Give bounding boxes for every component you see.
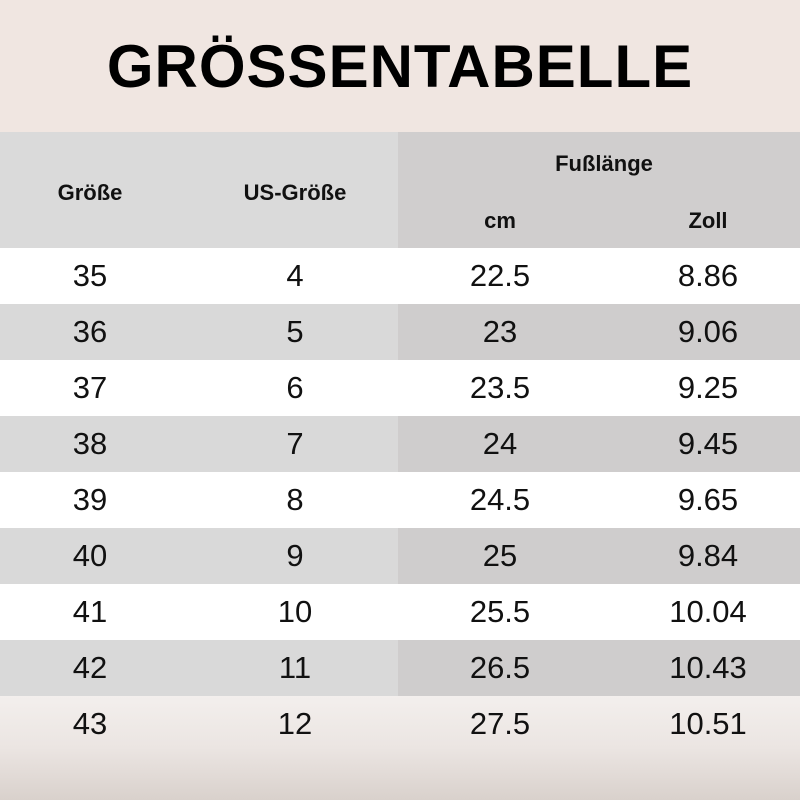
cell-us-size: 6	[286, 370, 304, 405]
cell-us-size: 7	[286, 426, 304, 461]
cell-size: 38	[72, 426, 108, 461]
cell-us-size: 12	[277, 706, 313, 741]
cell-size: 39	[72, 482, 108, 517]
cell-inch: 8.86	[677, 258, 739, 293]
cell-size: 40	[72, 538, 108, 573]
cell-us-size: 8	[286, 482, 304, 517]
table-row: 43 12 27.5 10.51	[0, 696, 800, 752]
header-foot-length: Fußlänge	[555, 151, 653, 176]
page-title: GRÖSSENTABELLE	[0, 0, 800, 132]
cell-inch: 9.65	[677, 482, 739, 517]
cell-cm: 27.5	[469, 706, 531, 741]
table-row: 36 5 23 9.06	[0, 304, 800, 360]
table-row: 39 8 24.5 9.65	[0, 472, 800, 528]
cell-cm: 22.5	[469, 258, 531, 293]
table-row: 41 10 25.5 10.04	[0, 584, 800, 640]
cell-inch: 9.06	[677, 314, 739, 349]
header-us-size: US-Größe	[243, 180, 347, 205]
cell-us-size: 5	[286, 314, 304, 349]
cell-cm: 24	[482, 426, 518, 461]
header-size: Größe	[57, 180, 123, 205]
cell-cm: 26.5	[469, 650, 531, 685]
cell-size: 41	[72, 594, 108, 629]
cell-us-size: 10	[277, 594, 313, 629]
cell-cm: 25.5	[469, 594, 531, 629]
cell-cm: 23	[482, 314, 518, 349]
cell-size: 43	[72, 706, 108, 741]
cell-us-size: 11	[278, 650, 312, 685]
header-right: Fußlänge cm Zoll	[398, 132, 800, 248]
cell-inch: 9.84	[677, 538, 739, 573]
cell-inch: 10.51	[669, 706, 747, 741]
header-inch: Zoll	[688, 208, 728, 233]
table-row: 38 7 24 9.45	[0, 416, 800, 472]
table-row: 42 11 26.5 10.43	[0, 640, 800, 696]
cell-size: 35	[72, 258, 108, 293]
cell-size: 36	[72, 314, 108, 349]
header-cm: cm	[484, 208, 516, 233]
table-row: 35 4 22.5 8.86	[0, 248, 800, 304]
bottom-band	[0, 696, 800, 800]
table-row: 37 6 23.5 9.25	[0, 360, 800, 416]
cell-inch: 10.43	[669, 650, 747, 685]
table-row: 40 9 25 9.84	[0, 528, 800, 584]
cell-inch: 9.45	[677, 426, 739, 461]
cell-us-size: 9	[286, 538, 304, 573]
cell-cm: 23.5	[469, 370, 531, 405]
cell-us-size: 4	[286, 258, 304, 293]
cell-cm: 25	[482, 538, 518, 573]
cell-inch: 10.04	[669, 594, 747, 629]
cell-size: 37	[72, 370, 108, 405]
cell-cm: 24.5	[469, 482, 531, 517]
cell-inch: 9.25	[677, 370, 739, 405]
header-left: Größe US-Größe	[0, 132, 398, 248]
cell-size: 42	[72, 650, 108, 685]
